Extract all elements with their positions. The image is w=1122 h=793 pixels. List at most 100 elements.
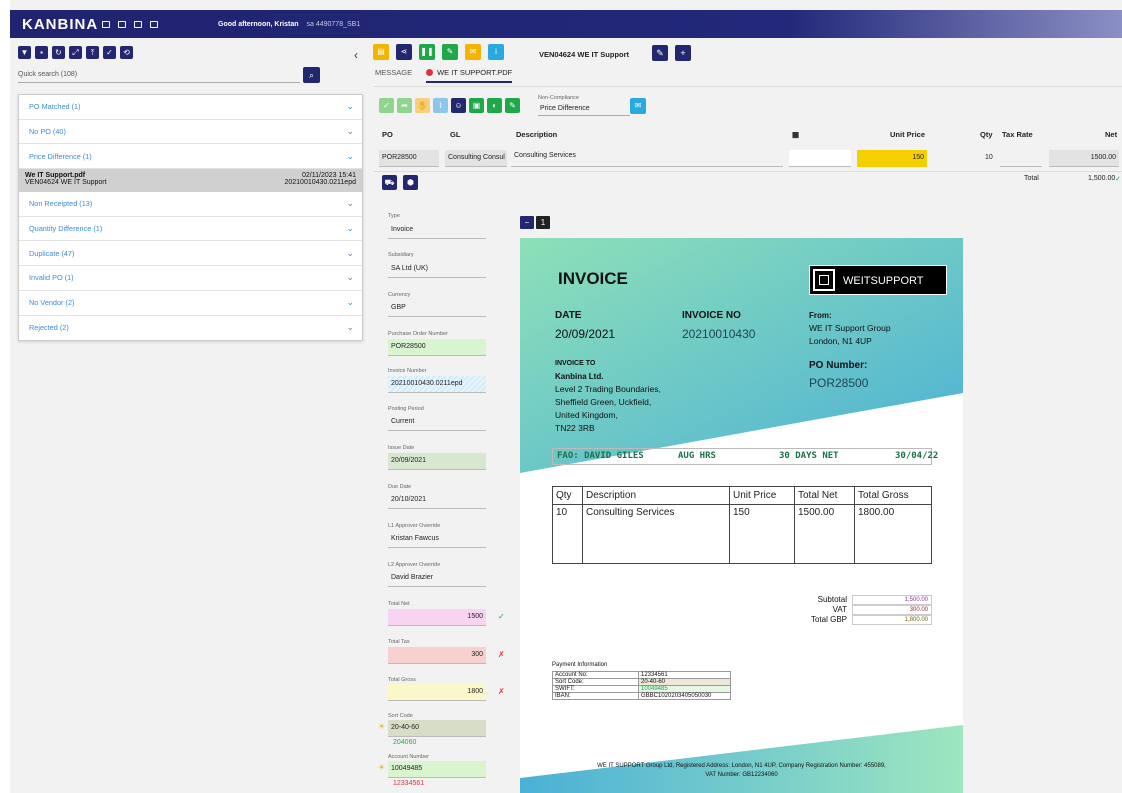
hand-icon[interactable]: ✋	[415, 98, 430, 113]
group-no-vendor[interactable]: No Vendor (2) ⌄	[19, 291, 362, 316]
group-non-receipted[interactable]: Non Receipted (13) ⌄	[19, 192, 362, 217]
to-line-2: Level 2 Trading Boundaries,	[555, 384, 661, 394]
account-number-suggestion[interactable]: 12334561	[393, 780, 425, 787]
total-gross-field[interactable]: 1800	[388, 684, 486, 701]
quick-search-input[interactable]: Quick search (108)	[18, 67, 300, 83]
refresh-icon[interactable]: ↻	[52, 46, 65, 59]
attach-icon[interactable]: ⌇	[433, 98, 448, 113]
from-line-1: WE IT Support Group	[809, 323, 891, 333]
type-field[interactable]: Invoice	[388, 222, 486, 239]
email-icon[interactable]: ✉	[465, 44, 481, 60]
share-icon[interactable]: ⋖	[396, 44, 412, 60]
logo-icon	[813, 269, 835, 291]
page-number[interactable]: 1	[536, 216, 550, 229]
col-gl: GL	[450, 130, 461, 139]
table-header-row: Qty Description Unit Price Total Net Tot…	[552, 486, 932, 505]
edit-vendor-icon[interactable]: ✎	[652, 45, 668, 61]
total-tax-field[interactable]: 300	[388, 647, 486, 664]
group-po-matched[interactable]: PO Matched (1) ⌄	[19, 95, 362, 120]
group-price-difference[interactable]: Price Difference (1) ⌄	[19, 144, 362, 170]
chevron-down-icon: ⌄	[346, 198, 354, 209]
sort-code-field[interactable]: 20-40-60	[388, 720, 486, 737]
table-row: SWIFT: 10049485	[552, 685, 731, 693]
posting-period-field[interactable]: Current	[388, 414, 486, 431]
bulb-icon[interactable]: ☀	[378, 722, 386, 731]
line-description-field[interactable]: Consulting Services	[511, 150, 783, 167]
line-po-field[interactable]: POR28500	[379, 150, 439, 167]
collapse-panel-icon[interactable]: ‹	[354, 48, 358, 62]
vendor-title: VEN04624 WE IT Support	[539, 50, 630, 59]
trash-icon[interactable]: ▪	[35, 46, 48, 59]
to-line-5: TN22 3RB	[555, 423, 595, 433]
bulb-icon[interactable]: ◐	[487, 98, 502, 113]
document-item[interactable]: We IT Support.pdf 02/11/2023 15:41 VEN046…	[19, 169, 362, 193]
invoice-number-field[interactable]: 20210010430.0211epd	[388, 376, 486, 393]
po-number-label: Purchase Order Number	[388, 331, 448, 337]
history-icon[interactable]: ⟲	[120, 46, 133, 59]
pay-key: SWIFT:	[552, 685, 639, 693]
noncompliance-select[interactable]: Price Difference	[538, 102, 630, 116]
line-qty-value[interactable]: 10	[985, 154, 993, 161]
td-total-gross: 1800.00	[858, 507, 895, 518]
bulb-icon[interactable]: ☀	[378, 763, 386, 772]
table-row: IBAN: GBBC1020203405050030	[552, 692, 731, 700]
record-toolbar: ▤ ⋖ ❚❚ ✎ ✉ i	[373, 44, 504, 60]
l2-approver-field[interactable]: David Brazier	[388, 570, 486, 587]
line-gl-field[interactable]: Consulting Consul	[445, 150, 507, 167]
line-date-field[interactable]	[789, 150, 851, 167]
filter-icon[interactable]: ▼	[18, 46, 31, 59]
tab-message[interactable]: MESSAGE	[375, 68, 413, 77]
doc-vendor: VEN04624 WE IT Support	[25, 179, 107, 187]
group-label: Rejected (2)	[29, 323, 69, 333]
status-dot-icon	[426, 69, 434, 76]
chevron-down-icon: ⌄	[346, 297, 354, 308]
mail-icon[interactable]	[102, 20, 110, 28]
group-no-po[interactable]: No PO (40) ⌄	[19, 120, 362, 145]
group-duplicate[interactable]: Duplicate (47) ⌄	[19, 241, 362, 267]
card-icon[interactable]	[150, 20, 158, 28]
approve-icon[interactable]: ✓	[103, 46, 116, 59]
split-icon[interactable]: ⛟	[382, 175, 397, 190]
note-icon[interactable]: ▤	[373, 44, 389, 60]
info-icon[interactable]: i	[488, 44, 504, 60]
tab-pdf[interactable]: WE IT SUPPORT.PDF	[426, 68, 513, 83]
total-check-icon: ✓	[1115, 176, 1121, 183]
line-unit-price-field[interactable]: 150	[857, 150, 927, 167]
thumbs-up-icon[interactable]	[134, 20, 142, 28]
expand-icon[interactable]: ⤢	[69, 46, 82, 59]
zoom-out-icon[interactable]: −	[520, 216, 534, 229]
calendar-icon[interactable]: ▦	[792, 130, 800, 139]
pause-icon[interactable]: ❚❚	[419, 44, 435, 60]
sort-code-suggestion[interactable]: 204060	[393, 739, 417, 746]
check-icon[interactable]: ✓	[379, 98, 394, 113]
line-tax-rate-field[interactable]	[1000, 150, 1042, 167]
chevron-down-icon: ⌄	[346, 126, 354, 137]
subsidiary-field[interactable]: SA Ltd (UK)	[388, 261, 486, 278]
send-mail-icon[interactable]: ✉	[630, 98, 646, 114]
total-net-field[interactable]: 1500	[388, 609, 486, 626]
line-net-field[interactable]: 1500.00	[1049, 150, 1119, 167]
issue-date-field[interactable]: 20/09/2021	[388, 453, 486, 470]
l2-approver-label: L2 Approver Override	[388, 562, 441, 568]
account-number-field[interactable]: 10049485	[388, 761, 486, 778]
doc-name: We IT Support.pdf	[25, 172, 86, 180]
po-number-field[interactable]: POR28500	[388, 339, 486, 356]
group-rejected[interactable]: Rejected (2) ⌄	[19, 316, 362, 341]
upload-icon[interactable]: ⤒	[86, 46, 99, 59]
document-icon[interactable]	[118, 20, 126, 28]
save-icon[interactable]: ▣	[469, 98, 484, 113]
add-icon[interactable]: +	[675, 45, 691, 61]
settings-icon[interactable]: ⬢	[403, 175, 418, 190]
group-invalid-po[interactable]: Invalid PO (1) ⌄	[19, 266, 362, 291]
currency-field[interactable]: GBP	[388, 300, 486, 317]
l1-approver-field[interactable]: Kristan Fawcus	[388, 531, 486, 548]
group-quantity-difference[interactable]: Quantity Difference (1) ⌄	[19, 217, 362, 242]
pen-icon[interactable]: ✎	[505, 98, 520, 113]
search-button[interactable]: ⌕	[303, 67, 320, 83]
terms: 30 DAYS NET	[779, 451, 839, 461]
assign-user-icon[interactable]: ☺	[451, 98, 466, 113]
edit-icon[interactable]: ✎	[442, 44, 458, 60]
due-date-field[interactable]: 20/10/2021	[388, 492, 486, 509]
forward-icon[interactable]: ➦	[397, 98, 412, 113]
to-line-1: Kanbina Ltd.	[555, 372, 604, 381]
